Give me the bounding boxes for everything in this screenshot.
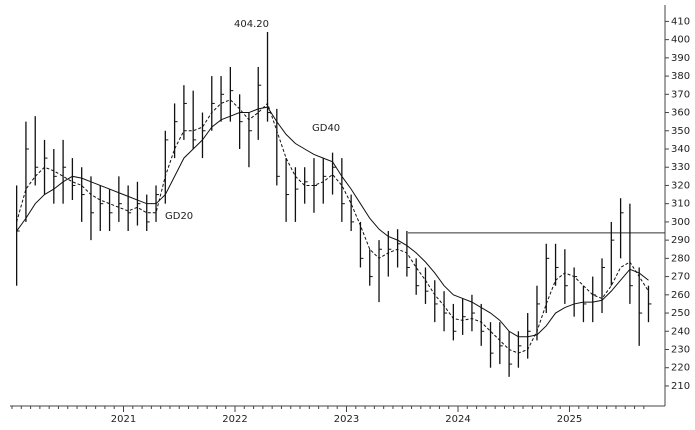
x-tick-label: 2025 [557, 414, 582, 425]
y-tick-label: 310 [671, 199, 690, 210]
y-tick-label: 210 [671, 381, 690, 392]
y-tick-label: 280 [671, 253, 690, 264]
series-label: GD20 [165, 211, 193, 222]
y-tick-label: 270 [671, 272, 690, 283]
series-label: GD40 [312, 123, 340, 134]
y-tick-label: 360 [671, 108, 690, 119]
y-tick-label: 240 [671, 326, 690, 337]
y-tick-label: 370 [671, 89, 690, 100]
annotation: 404.20 [234, 19, 269, 30]
moving-average [16, 106, 649, 338]
moving-average [16, 99, 649, 354]
x-tick-label: 2021 [111, 414, 136, 425]
x-tick-label: 2024 [445, 414, 470, 425]
y-tick-label: 410 [671, 16, 690, 27]
y-tick-label: 260 [671, 290, 690, 301]
y-tick-label: 330 [671, 162, 690, 173]
x-tick-label: 2023 [334, 414, 359, 425]
y-tick-label: 230 [671, 344, 690, 355]
x-tick-label: 2022 [222, 414, 247, 425]
y-tick-label: 380 [671, 71, 690, 82]
y-tick-label: 390 [671, 53, 690, 64]
y-tick-label: 220 [671, 363, 690, 374]
y-tick-label: 350 [671, 126, 690, 137]
y-tick-label: 290 [671, 235, 690, 246]
y-tick-label: 250 [671, 308, 690, 319]
y-tick-label: 400 [671, 35, 690, 46]
y-tick-label: 300 [671, 217, 690, 228]
y-tick-label: 340 [671, 144, 690, 155]
y-tick-label: 320 [671, 180, 690, 191]
